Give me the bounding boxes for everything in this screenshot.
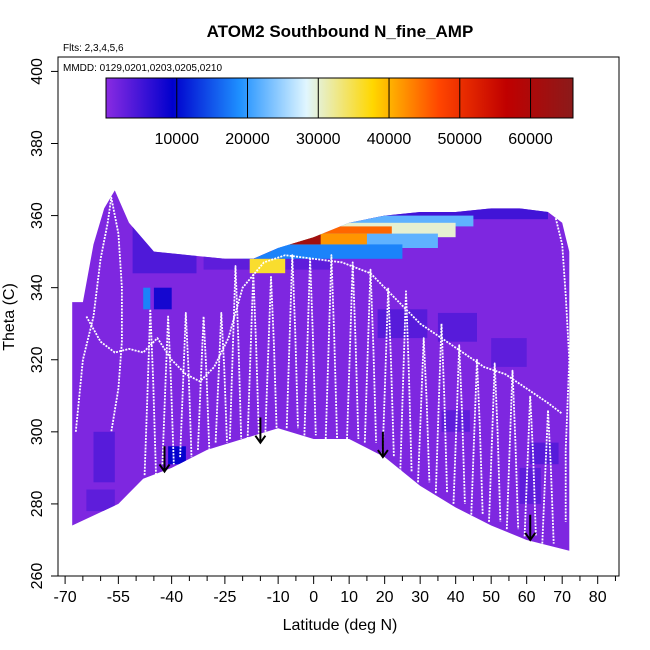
arrow-markers <box>158 417 537 542</box>
y-tick-label: 360 <box>29 202 46 229</box>
y-tick-label: 340 <box>29 274 46 301</box>
plot-frame <box>57 56 620 577</box>
flight-profile <box>541 409 555 544</box>
x-tick-label: 50 <box>482 589 500 606</box>
y-tick-label: 380 <box>29 130 46 157</box>
arrow-head <box>158 463 171 474</box>
x-tick-label: 10 <box>340 589 358 606</box>
x-tick-label: 80 <box>589 589 607 606</box>
heatmap-cell <box>249 240 271 252</box>
colorbar-tick-label: 30000 <box>296 131 341 148</box>
y-tick-label: 400 <box>29 58 46 85</box>
colorbar-gradient <box>105 77 574 119</box>
flight-profile <box>346 261 360 440</box>
flight-profile <box>214 311 228 443</box>
flight-profile <box>264 275 278 432</box>
heatmap-cell <box>168 446 186 465</box>
heatmap-cell <box>263 233 321 245</box>
flight-profile <box>197 315 211 450</box>
flight-profile <box>434 322 448 494</box>
x-tick-label: -55 <box>107 589 130 606</box>
heatmap-cell <box>132 208 197 274</box>
y-tick-label: 320 <box>29 346 46 373</box>
flight-profile <box>179 311 193 458</box>
y-tick-label: 300 <box>29 418 46 445</box>
dates-label: MMDD: 0129,0201,0203,0205,0210 <box>63 63 222 74</box>
flight-profile <box>505 369 520 530</box>
arrow-marker <box>377 431 389 459</box>
heatmap-cell <box>249 258 286 274</box>
flight-profile <box>381 286 395 458</box>
flight-profile <box>285 254 299 429</box>
flight-profile <box>399 290 413 472</box>
flight-profile <box>417 337 431 483</box>
flight-profile <box>229 265 243 440</box>
arrow-head <box>377 449 389 459</box>
flight-profile <box>143 308 157 476</box>
flight-profile-east <box>547 207 571 522</box>
flight-profile <box>363 268 377 443</box>
heatmap-cell <box>143 287 151 310</box>
colorbar-tick-label: 20000 <box>225 131 270 148</box>
flight-profile <box>324 254 338 440</box>
heatmap-cell <box>207 204 314 212</box>
colorbar-tick-label: 10000 <box>155 131 200 148</box>
arrow-marker <box>158 446 171 474</box>
heatmap-cell <box>519 467 541 504</box>
x-tick-label: 40 <box>447 589 465 606</box>
arrow-marker <box>524 514 537 542</box>
colorbar-tick-label: 40000 <box>367 131 412 148</box>
heatmap-cell <box>437 312 477 342</box>
flight-track-overlay <box>74 196 571 544</box>
colorbar-tick-label: 50000 <box>438 131 483 148</box>
x-axis-label: Latitude (deg N) <box>283 617 398 634</box>
flight-profile <box>523 394 537 537</box>
flight-profile <box>452 344 466 504</box>
colorbar: 10000 20000 30000 40000 50000 60000 <box>105 77 574 148</box>
y-tick-label: 280 <box>29 490 46 517</box>
heatmap-cell <box>260 226 392 234</box>
flight-profile <box>470 358 484 515</box>
chart-title: ATOM2 Southbound N_fine_AMP <box>207 22 474 41</box>
heatmap-cell <box>491 338 527 367</box>
x-tick-label: -40 <box>160 589 183 606</box>
arrow-marker <box>254 417 267 445</box>
x-tick-label: 70 <box>553 589 571 606</box>
heatmap-cell <box>530 442 559 465</box>
flights-label: Flts: 2,3,4,5,6 <box>63 43 124 54</box>
heatmap-cell <box>242 244 403 259</box>
heatmap-cell <box>377 309 428 339</box>
flight-profile-west <box>74 196 123 432</box>
x-tick-label: 20 <box>376 589 394 606</box>
x-tick-label: 0 <box>309 589 318 606</box>
flight-profile <box>161 315 175 465</box>
heatmap-cell <box>153 287 172 310</box>
x-tick-label: 60 <box>518 589 536 606</box>
heatmap-cell <box>86 489 115 512</box>
arrow-head <box>254 435 267 445</box>
heatmap-cell <box>93 431 115 483</box>
axes: -70 -55 -40 -25 -10 0 10 20 30 40 50 60 70 80 260 280 30… <box>29 58 616 606</box>
x-tick-label: -25 <box>213 589 236 606</box>
colorbar-tick-label: 60000 <box>508 131 553 148</box>
x-tick-label: 30 <box>411 589 429 606</box>
flight-profile <box>488 362 502 522</box>
arrow-head <box>524 532 537 542</box>
flight-upper-path <box>85 254 563 415</box>
y-tick-label: 260 <box>29 563 46 590</box>
x-tick-label: -70 <box>54 589 77 606</box>
heatmap-cell <box>196 208 548 220</box>
flight-profile <box>246 272 260 440</box>
x-tick-label: -10 <box>267 589 290 606</box>
y-axis-label: Theta (C) <box>1 283 18 351</box>
